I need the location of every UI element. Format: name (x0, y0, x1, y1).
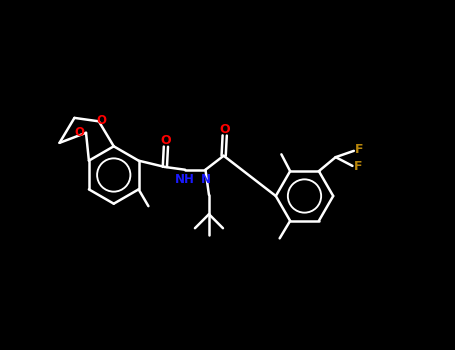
Text: NH: NH (175, 173, 195, 186)
Text: O: O (219, 122, 230, 136)
Text: F: F (355, 143, 364, 156)
Text: F: F (354, 160, 362, 174)
Text: O: O (96, 114, 106, 127)
Text: N: N (201, 173, 211, 186)
Text: O: O (75, 126, 85, 139)
Text: O: O (161, 134, 171, 147)
